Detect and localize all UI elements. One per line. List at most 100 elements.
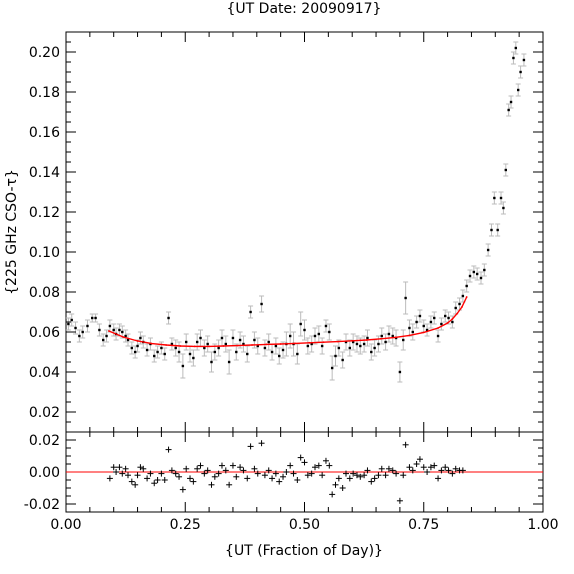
data-point [98,328,101,332]
y-tick-label: 0.18 [29,85,60,101]
data-point [192,356,195,360]
fit-marker [150,342,153,345]
fit-marker [461,306,463,308]
data-point [267,340,270,344]
data-point [139,336,142,340]
fit-marker [365,339,368,341]
y-tick-label: 0.12 [29,205,60,221]
y-tick-label: 0.02 [29,405,60,421]
y-tick-label: 0.06 [29,325,60,341]
data-point [136,344,139,348]
data-point [220,336,224,340]
data-point [436,334,440,338]
data-point [224,342,227,346]
data-point [199,336,202,340]
data-point [348,346,352,350]
data-point [425,328,429,332]
data-point [391,334,394,338]
data-point [486,248,490,252]
fit-marker [394,336,397,339]
data-point [404,296,407,300]
data-point [188,352,192,356]
data-point [394,336,398,340]
data-point [227,360,231,364]
data-point [306,344,310,348]
data-point [185,340,188,344]
fit-marker [465,296,468,298]
data-point [296,352,299,356]
fit-marker [222,345,225,347]
data-point [444,314,447,318]
x-tick-label: 0.25 [170,517,201,533]
y-axis-label: {225 GHz CSO-τ} [4,169,20,295]
data-point [408,326,411,330]
data-point [270,350,274,354]
data-point [170,342,174,346]
data-point [433,316,436,320]
data-point [253,338,256,342]
data-point [238,338,242,342]
data-point [398,370,402,374]
data-point [359,344,362,348]
data-point [512,56,515,60]
data-point [465,284,468,288]
data-point [156,350,159,354]
fit-marker [265,343,268,346]
fit-marker [179,345,182,347]
data-point [496,228,499,232]
data-point [70,318,73,322]
data-point [320,344,324,348]
data-point [380,334,383,338]
fit-marker [322,341,325,344]
res-y-tick-label: -0.02 [24,497,60,513]
fit-marker [165,344,168,346]
data-point [94,316,97,320]
fit-marker [193,345,196,348]
data-point [124,334,127,338]
fit-marker [451,318,454,320]
data-point [344,340,348,344]
fit-marker [122,336,125,338]
data-point [213,350,217,354]
data-point [153,354,156,358]
data-point [422,324,425,328]
data-point [328,330,331,334]
data-point [384,340,387,344]
res-y-tick-label: 0.02 [29,433,60,449]
data-point [522,58,526,62]
x-tick-label: 0.50 [289,517,320,533]
data-point [519,70,522,74]
data-point [102,338,105,342]
data-point [108,324,112,328]
data-point [105,334,108,338]
fit-marker [379,337,382,340]
data-point [387,332,391,336]
data-point [355,342,359,346]
data-point [317,332,321,336]
data-point [263,346,267,350]
data-point [67,322,70,326]
data-point [504,168,507,172]
fit-marker [294,342,296,345]
fit-marker [251,344,253,346]
data-point [440,322,443,326]
fit-marker [437,327,439,329]
main-ticks: 0.02 0.04 0.06 0.08 0.10 0.12 0.14 0.16 0.18 0.20 [29,31,544,433]
data-point [507,108,510,112]
x-tick-label: 0.00 [50,517,81,533]
data-point [74,326,77,330]
data-point [217,346,220,350]
fit-marker [446,322,449,324]
data-point [299,322,302,326]
data-point [281,348,285,352]
data-point [429,320,433,324]
data-point [246,352,249,356]
main-points [67,46,526,374]
fit-marker [336,340,339,343]
x-tick-label: 1.00 [527,517,558,533]
y-tick-label: 0.04 [29,365,60,381]
data-point [181,364,185,368]
data-point [313,334,317,338]
data-point [174,346,177,350]
x-axis-label: {UT (Fraction of Day)} [225,543,383,559]
